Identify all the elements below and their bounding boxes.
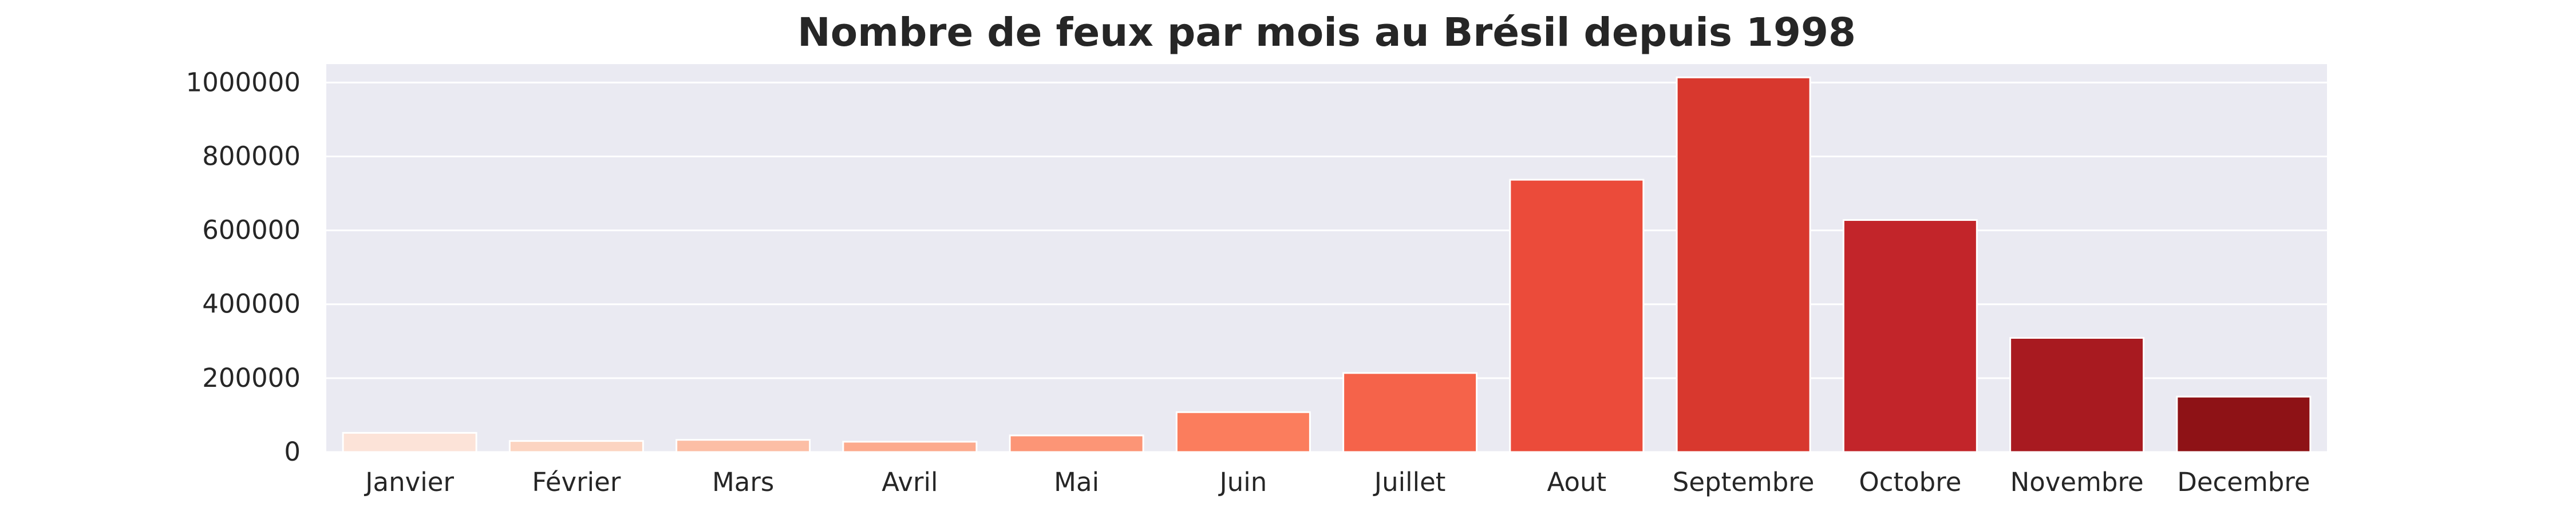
x-tick-label: Mars	[712, 467, 774, 497]
y-tick-label: 800000	[202, 141, 301, 171]
y-tick-label: 400000	[202, 289, 301, 319]
bar-11	[2009, 336, 2145, 453]
grid-lines	[326, 81, 2327, 453]
x-tick-label: Février	[532, 467, 621, 497]
bar-1	[342, 431, 477, 453]
x-tick-label: Avril	[882, 467, 938, 497]
x-tick-label: Janvier	[364, 467, 454, 497]
plot-area	[326, 64, 2327, 452]
bar-6	[1175, 411, 1311, 453]
bars	[342, 76, 2312, 453]
x-tick-label: Decembre	[2177, 467, 2310, 497]
chart-title: Nombre de feux par mois au Brésil depuis…	[797, 10, 1856, 56]
bar-5	[1009, 434, 1144, 453]
bar-4	[842, 441, 978, 453]
bar-10	[1842, 219, 1978, 453]
y-tick-label: 0	[284, 437, 301, 467]
y-tick-label: 200000	[202, 363, 301, 393]
x-axis-ticks: Janvier Février Mars Avril Mai Juin Juillet Aou…	[364, 467, 2310, 497]
x-tick-label: Juin	[1218, 467, 1267, 497]
y-axis-ticks: 0 200000 400000 600000 800000 1000000	[186, 67, 301, 467]
x-tick-label: Juillet	[1373, 467, 1446, 497]
bar-3	[675, 439, 811, 453]
x-tick-label: Octobre	[1859, 467, 1961, 497]
y-tick-label: 600000	[202, 215, 301, 245]
bar-7	[1342, 372, 1478, 453]
bar-12	[2176, 395, 2312, 453]
bar-9	[1676, 76, 1811, 453]
y-tick-label: 1000000	[186, 67, 301, 97]
x-tick-label: Novembre	[2010, 467, 2144, 497]
x-tick-label: Septembre	[1673, 467, 1815, 497]
x-tick-label: Mai	[1054, 467, 1099, 497]
bar-8	[1509, 179, 1645, 453]
x-tick-label: Aout	[1547, 467, 1607, 497]
bar-2	[508, 440, 644, 453]
